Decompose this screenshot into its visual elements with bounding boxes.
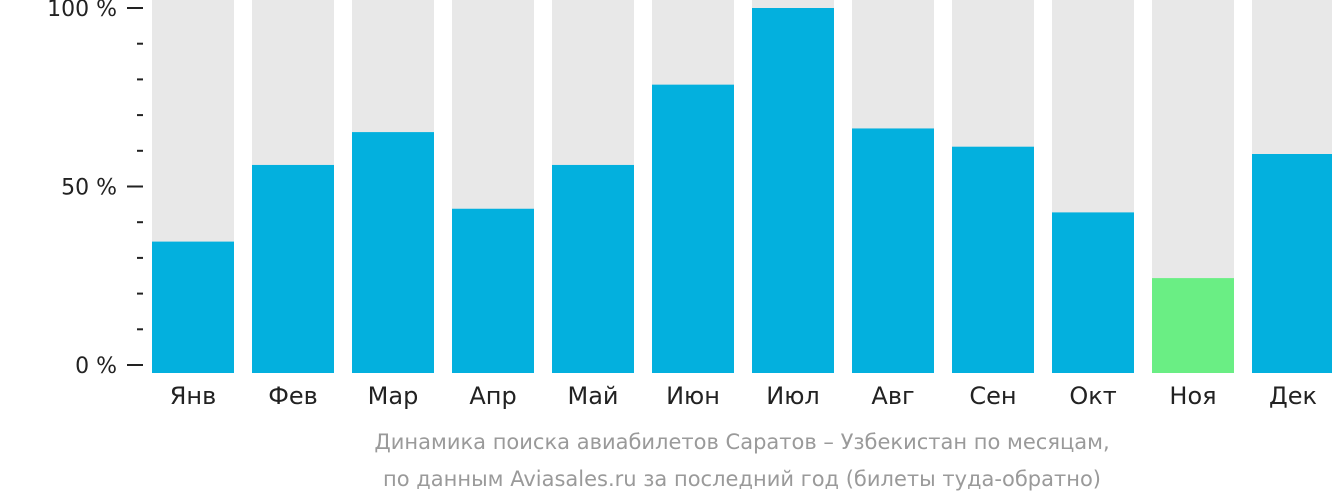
bar-4 [452,208,534,373]
bar-6 [652,84,734,374]
bar-9 [952,146,1034,373]
bar-8 [852,128,934,373]
x-tick-label: Фев [268,382,318,410]
x-tick-label: Июн [666,382,720,410]
bar-1 [152,241,234,373]
x-tick-label: Июл [766,382,820,410]
bar-chart: 0 % 50 % 100 % Янв Фев Мар Апр Май Июн Июл Авг Сен… [47,0,1332,410]
x-tick-label: Апр [469,382,516,410]
x-tick-label: Май [567,382,618,410]
x-axis-labels: Янв Фев Мар Апр Май Июн Июл Авг Сен Окт Ноя Дек [170,382,1317,410]
x-tick-label: Авг [871,382,914,410]
bar-3 [352,132,434,373]
y-axis: 0 % 50 % 100 % [47,0,143,379]
bars [152,0,1332,374]
x-tick-label: Окт [1069,382,1116,410]
bar-2 [252,164,334,373]
y-tick-label: 100 % [47,0,117,22]
bar-10 [1052,212,1134,373]
x-tick-label: Дек [1269,382,1317,410]
bar-11 [1152,278,1234,373]
bar-12 [1252,154,1332,373]
x-tick-label: Сен [969,382,1016,410]
bar-7 [752,8,834,373]
y-tick-label: 50 % [61,176,117,201]
chart-caption-line-2: по данным Aviasales.ru за последний год … [383,467,1101,491]
bar-5 [552,164,634,373]
x-tick-label: Мар [368,382,419,410]
x-tick-label: Янв [170,382,217,410]
x-tick-label: Ноя [1169,382,1216,410]
y-tick-label: 0 % [75,354,117,379]
chart-caption-line-1: Динамика поиска авиабилетов Саратов – Уз… [374,430,1110,454]
